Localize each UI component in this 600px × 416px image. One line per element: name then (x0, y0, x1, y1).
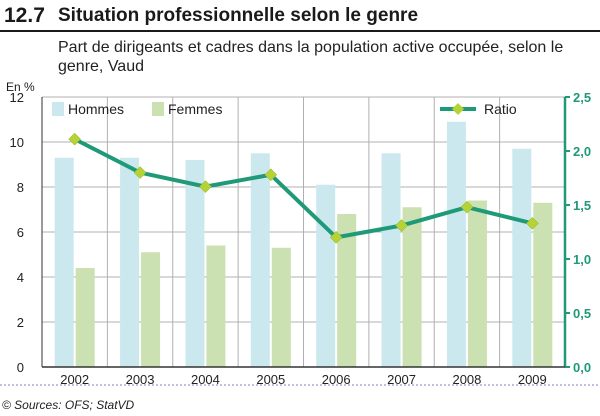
bar-femmes (467, 200, 487, 367)
chart-header: 12.7 Situation professionnelle selon le … (0, 0, 600, 32)
y-right-tick-label: 0,5 (573, 306, 591, 321)
ratio-point (395, 219, 408, 232)
chart-title: Situation professionnelle selon le genre (58, 5, 419, 26)
legend-marker-ratio (452, 103, 464, 115)
bar-femmes (206, 245, 226, 367)
bar-hommes (316, 184, 336, 367)
x-tick-label: 2006 (322, 372, 351, 387)
legend: Hommes Femmes Ratio (52, 101, 517, 117)
y-left-tick-label: 4 (17, 270, 24, 285)
x-tick-label: 2002 (60, 372, 89, 387)
legend-swatch-hommes (52, 102, 64, 116)
bar-hommes (120, 157, 140, 367)
bar-hommes (54, 157, 74, 367)
y-left-tick-label: 8 (17, 180, 24, 195)
y-left-tick-label: 2 (17, 315, 24, 330)
ratio-line (73, 137, 533, 240)
ratio-point (460, 200, 474, 214)
x-tick-label: 2003 (126, 372, 155, 387)
y-right-tick-label: 1,5 (573, 198, 591, 213)
x-tick-label: 2008 (452, 372, 481, 387)
y-left-tick-label: 0 (17, 360, 24, 375)
bar-femmes (402, 207, 422, 367)
ratio-point (68, 132, 82, 146)
ratio-point (525, 217, 539, 230)
y-axis-unit-label: En % (6, 80, 35, 94)
legend-label-ratio: Ratio (484, 101, 517, 117)
bar-femmes (75, 268, 95, 367)
source-note: © Sources: OFS; StatVD (2, 398, 135, 412)
x-tick-label: 2009 (518, 372, 547, 387)
y-left-tick-label: 6 (17, 225, 24, 240)
bar-femmes (337, 214, 357, 367)
ratio-point (199, 180, 212, 193)
y-left-tick-label: 10 (10, 135, 24, 150)
chart-number: 12.7 (4, 4, 45, 27)
legend-label-femmes: Femmes (168, 101, 222, 117)
ratio-point (264, 168, 278, 182)
header-rule (0, 30, 600, 32)
y-right-tick-label: 2,5 (573, 90, 591, 105)
bar-femmes (533, 202, 553, 367)
legend-label-hommes: Hommes (68, 101, 124, 117)
bar-hommes (250, 153, 270, 367)
bar-hommes (381, 153, 401, 367)
ratio-point (329, 231, 343, 244)
y-right-tick-label: 2,0 (573, 144, 591, 159)
ratio-series (68, 132, 539, 244)
y-right-tick-label: 0,0 (573, 360, 591, 375)
bar-femmes (141, 252, 161, 367)
x-tick-label: 2007 (387, 372, 416, 387)
bar-femmes (271, 247, 291, 367)
x-tick-label: 2004 (191, 372, 220, 387)
bar-hommes (512, 148, 532, 367)
bar-hommes (185, 160, 205, 367)
ratio-point (133, 166, 147, 179)
bar-hommes (446, 121, 466, 367)
legend-swatch-femmes (152, 102, 164, 116)
axes: 0 2 4 6 8 10 12 0,0 0,5 1,0 1,5 2,0 2,5 2002 2003 2004 2… (0, 90, 600, 387)
x-tick-label: 2005 (256, 372, 285, 387)
y-left-tick-label: 12 (10, 90, 24, 105)
chart-subtitle: Part de dirigeants et cadres dans la pop… (58, 39, 564, 75)
y-right-tick-label: 1,0 (573, 252, 591, 267)
